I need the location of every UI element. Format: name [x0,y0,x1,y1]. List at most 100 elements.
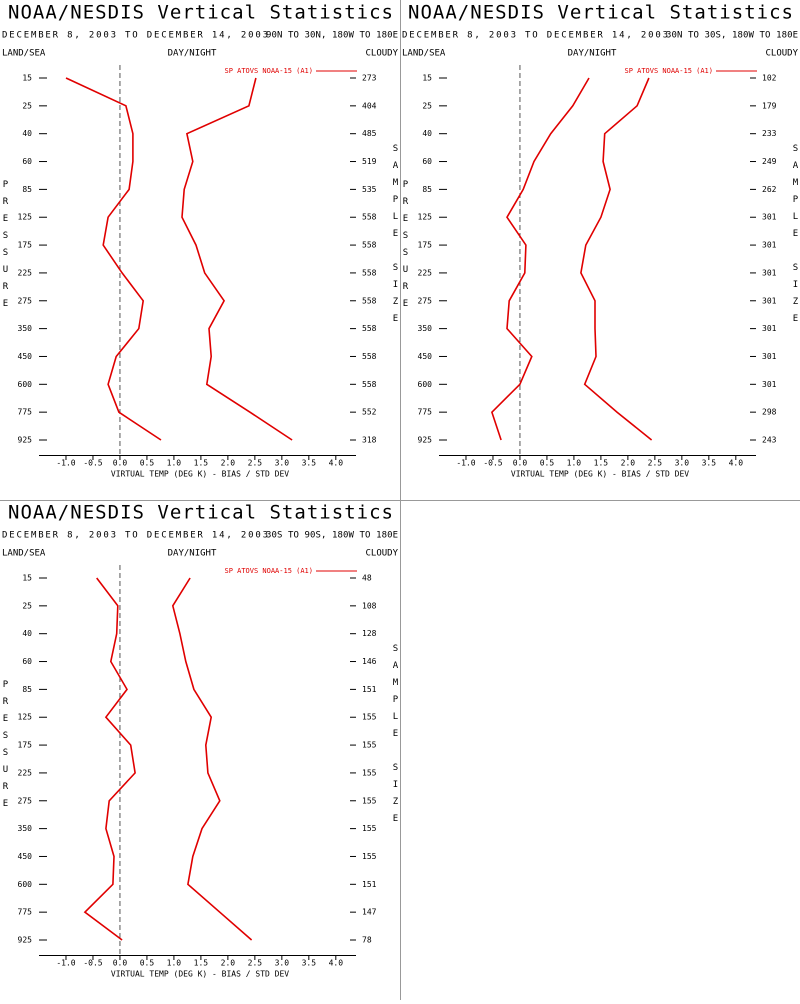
x-tick-label: 1.0 [167,459,182,468]
sample-size-label: 249 [762,157,777,166]
x-tick-label: -0.5 [483,459,502,468]
x-tick-label: -0.5 [83,459,102,468]
sample-size-label: 519 [362,157,377,166]
y-axis-label: PRESSURE [1,180,11,316]
sample-size-label: 535 [362,185,377,194]
x-tick-label: 1.5 [194,959,209,968]
chart-title: NOAA/NESDIS Vertical Statistics [8,2,393,24]
x-tick-label: 3.5 [302,959,317,968]
sample-size-label: 301 [762,268,777,277]
sample-size-label: 558 [362,352,377,361]
y-tick-label: 350 [18,824,33,833]
sample-size-label: 301 [762,324,777,333]
y-tick-label: 15 [422,74,432,83]
x-tick-label: 0.5 [140,959,155,968]
y2-axis-label: SAMPLE SIZE [391,644,401,831]
y-tick-label: 925 [18,936,33,945]
x-tick-label: 4.0 [329,959,344,968]
date-range: DECEMBER 8, 2003 TO DECEMBER 14, 2003 [2,531,268,541]
sample-size-label: 155 [362,768,377,777]
legend-label: SP ATOVS NOAA-15 (A1) [224,67,313,75]
x-tick-label: 1.0 [567,459,582,468]
x-tick-label: 0.0 [113,959,128,968]
sample-size-label: 301 [762,213,777,222]
sample-size-label: 233 [762,129,777,138]
y-tick-label: 450 [418,352,433,361]
y2-axis-label: SAMPLE SIZE [391,144,401,331]
y-tick-label: 60 [22,157,32,166]
header-center: DAY/NIGHT [168,549,217,559]
sample-size-label: 298 [762,408,777,417]
sample-size-label: 78 [362,936,372,945]
header-center: DAY/NIGHT [568,49,617,59]
sample-size-label: 273 [362,74,377,83]
sample-size-label: 155 [362,824,377,833]
x-tick-label: 2.0 [621,459,636,468]
y-tick-label: 600 [18,380,33,389]
x-tick-label: 0.0 [513,459,528,468]
sample-size-label: 128 [362,629,377,638]
sample-size-label: 558 [362,268,377,277]
y-tick-label: 85 [22,185,32,194]
x-tick-label: 2.5 [648,459,663,468]
sample-size-label: 558 [362,296,377,305]
x-tick-label: 2.5 [248,959,263,968]
sample-size-label: 108 [362,601,377,610]
sample-size-label: 558 [362,213,377,222]
y-tick-label: 275 [18,796,33,805]
y-tick-label: 350 [418,324,433,333]
y-tick-label: 25 [22,101,32,110]
x-axis-label: VIRTUAL TEMP (DEG K) - BIAS / STD DEV [111,970,289,979]
y-tick-label: 40 [422,129,432,138]
x-tick-label: 1.0 [167,959,182,968]
y-tick-label: 85 [22,685,32,694]
x-tick-label: -1.0 [56,959,75,968]
sample-size-label: 151 [362,880,377,889]
header-center: DAY/NIGHT [168,49,217,59]
sample-size-label: 301 [762,241,777,250]
sample-size-label: 558 [362,324,377,333]
y-tick-label: 25 [422,101,432,110]
y-axis-label: PRESSURE [1,680,11,816]
x-tick-label: 2.5 [248,459,263,468]
y-tick-label: 25 [22,601,32,610]
y-tick-label: 60 [22,657,32,666]
region: 90N TO 30N, 180W TO 180E [266,31,398,41]
region: 30S TO 90S, 180W TO 180E [266,531,398,541]
x-tick-label: -0.5 [83,959,102,968]
y-tick-label: 175 [18,741,33,750]
y-tick-label: 225 [418,268,433,277]
header-right: CLOUDY [365,49,398,59]
y-tick-label: 275 [418,296,433,305]
legend-label: SP ATOVS NOAA-15 (A1) [224,567,313,575]
sample-size-label: 102 [762,74,777,83]
y-tick-label: 125 [418,213,433,222]
legend-label: SP ATOVS NOAA-15 (A1) [624,67,713,75]
x-tick-label: 2.0 [221,959,236,968]
y-tick-label: 925 [418,436,433,445]
y-tick-label: 15 [22,574,32,583]
x-tick-label: 4.0 [329,459,344,468]
sample-size-label: 301 [762,380,777,389]
y-tick-label: 225 [18,768,33,777]
sample-size-label: 485 [362,129,377,138]
header-right: CLOUDY [365,549,398,559]
sample-size-label: 155 [362,741,377,750]
y-tick-label: 775 [418,408,433,417]
x-tick-label: 0.0 [113,459,128,468]
x-tick-label: -1.0 [456,459,475,468]
y-tick-label: 450 [18,852,33,861]
x-tick-label: 3.5 [702,459,717,468]
y-tick-label: 600 [18,880,33,889]
sample-size-label: 318 [362,436,377,445]
header-left: LAND/SEA [2,549,46,559]
date-range: DECEMBER 8, 2003 TO DECEMBER 14, 2003 [2,31,268,41]
sample-size-label: 404 [362,101,377,110]
y-tick-label: 275 [18,296,33,305]
sample-size-label: 151 [362,685,377,694]
x-tick-label: 0.5 [140,459,155,468]
x-tick-label: -1.0 [56,459,75,468]
sample-size-label: 243 [762,436,777,445]
y-tick-label: 350 [18,324,33,333]
